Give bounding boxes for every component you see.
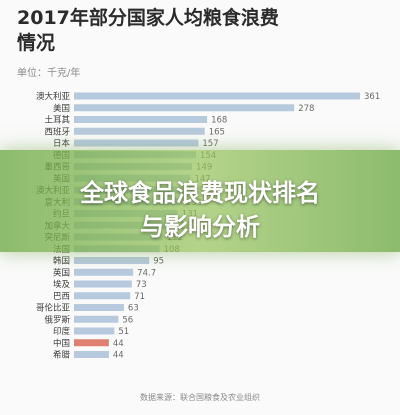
- bar: [74, 92, 360, 100]
- bar: [74, 257, 150, 264]
- bar: [74, 116, 208, 123]
- bar: [74, 104, 295, 112]
- bar: [74, 327, 115, 335]
- value-label: 51: [118, 327, 129, 337]
- category-label: 澳大利亚: [36, 91, 71, 102]
- category-label: 俄罗斯: [44, 314, 70, 325]
- bar: [74, 268, 134, 276]
- category-label: 日本: [53, 138, 71, 149]
- category-label: 埃及: [53, 279, 71, 290]
- category-label: 哥伦比亚: [36, 303, 71, 314]
- value-label: 361: [364, 92, 380, 102]
- category-label: 美国: [53, 103, 70, 114]
- headline-line-2: 与影响分析: [140, 213, 260, 241]
- category-label: 中国: [53, 338, 70, 349]
- bar: [74, 304, 124, 311]
- category-label: 希腊: [53, 350, 71, 361]
- bar: [74, 280, 132, 288]
- category-label: 土耳其: [44, 115, 70, 126]
- value-label: 56: [122, 315, 133, 325]
- headline-line-1: 全球食品浪费现状排名: [80, 179, 320, 207]
- category-label: 韩国: [53, 256, 70, 267]
- bar: [74, 139, 199, 147]
- bar: [74, 127, 205, 135]
- bar: [74, 351, 109, 358]
- category-label: 西班牙: [44, 126, 70, 137]
- chart-source: 数据来源：联合国粮食及农业组织: [140, 393, 260, 402]
- value-label: 71: [134, 292, 145, 302]
- value-label: 63: [128, 304, 139, 314]
- value-label: 44: [113, 351, 124, 361]
- value-label: 157: [202, 139, 218, 149]
- value-label: 44: [113, 339, 124, 349]
- category-label: 巴西: [53, 292, 70, 302]
- value-label: 73: [136, 280, 147, 290]
- chart-title: 2017年部分国家人均粮食浪费情况: [17, 7, 279, 54]
- bar: [74, 315, 119, 323]
- bar: [74, 339, 109, 347]
- category-label: 英国: [53, 267, 70, 278]
- value-label: 95: [153, 257, 164, 267]
- value-label: 165: [209, 127, 225, 137]
- category-label: 印度: [53, 326, 71, 337]
- bar: [74, 292, 131, 300]
- value-label: 168: [211, 116, 227, 126]
- value-label: 278: [298, 104, 314, 114]
- headline-banner: [0, 150, 400, 252]
- value-label: 74.7: [137, 268, 156, 278]
- chart-unit: 单位：千克/年: [17, 68, 81, 79]
